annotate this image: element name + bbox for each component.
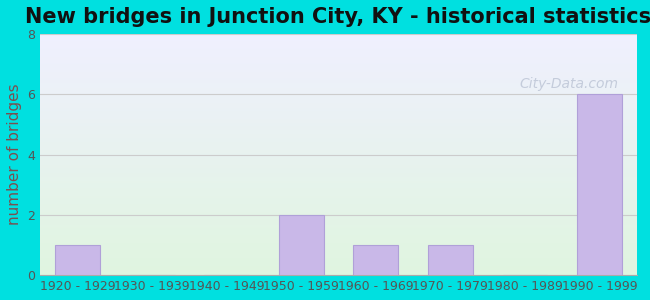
Bar: [577, 94, 622, 275]
Y-axis label: number of bridges: number of bridges: [7, 84, 22, 225]
Bar: [55, 245, 100, 275]
Bar: [279, 215, 324, 275]
Bar: [428, 245, 473, 275]
Bar: [354, 245, 398, 275]
Title: New bridges in Junction City, KY - historical statistics: New bridges in Junction City, KY - histo…: [25, 7, 650, 27]
Text: City-Data.com: City-Data.com: [520, 77, 619, 92]
